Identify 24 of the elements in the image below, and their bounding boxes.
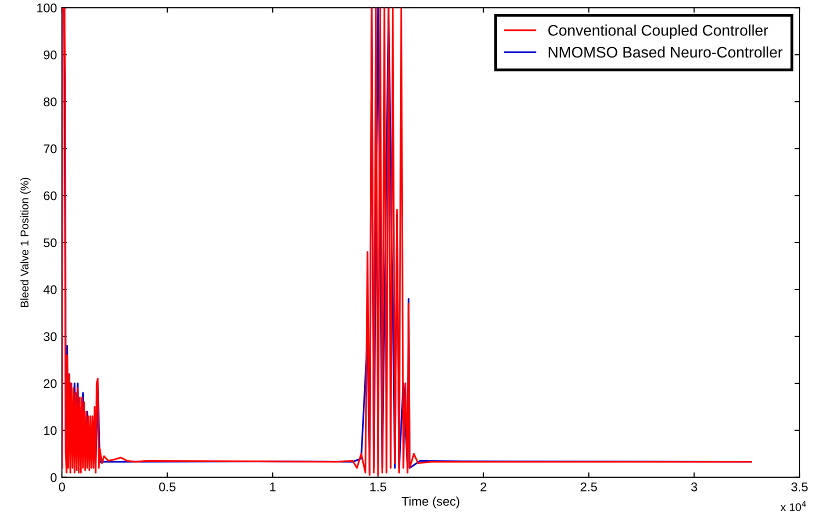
y-tick-label: 100	[37, 4, 57, 12]
x-tick-label: 3.5	[791, 482, 808, 492]
y-tick-label: 30	[44, 332, 57, 342]
y-tick-label: 90	[44, 50, 57, 60]
legend-label: NMOMSO Based Neuro-Controller	[548, 46, 782, 58]
x-tick-label: 1.5	[370, 482, 386, 492]
y-tick-label: 10	[44, 426, 57, 435]
x-tick-label: 2.5	[580, 482, 597, 492]
legend-label: Conventional Coupled Controller	[548, 24, 768, 39]
x-tick-label: 2	[480, 482, 486, 492]
y-tick-label: 70	[44, 144, 57, 154]
y-tick-label: 20	[44, 379, 57, 388]
text: x 10$^{4}$	[780, 501, 806, 512]
y-axis-title: Bleed Valve 1 Position (%)	[20, 178, 31, 307]
y-tick-label: 40	[43, 285, 57, 294]
x-tick-label: 0	[58, 482, 65, 492]
y-tick-label: 60	[44, 191, 57, 200]
x-tick-label: 1	[270, 482, 276, 492]
y-tick-label: 0	[50, 473, 57, 482]
y-tick-label: 50	[44, 238, 57, 248]
x-tick-label: 0.5	[159, 482, 176, 492]
x-tick-label: 3	[691, 482, 698, 492]
x-axis-title: Time (sec)	[402, 496, 460, 508]
y-tick-label: 80	[44, 97, 57, 106]
